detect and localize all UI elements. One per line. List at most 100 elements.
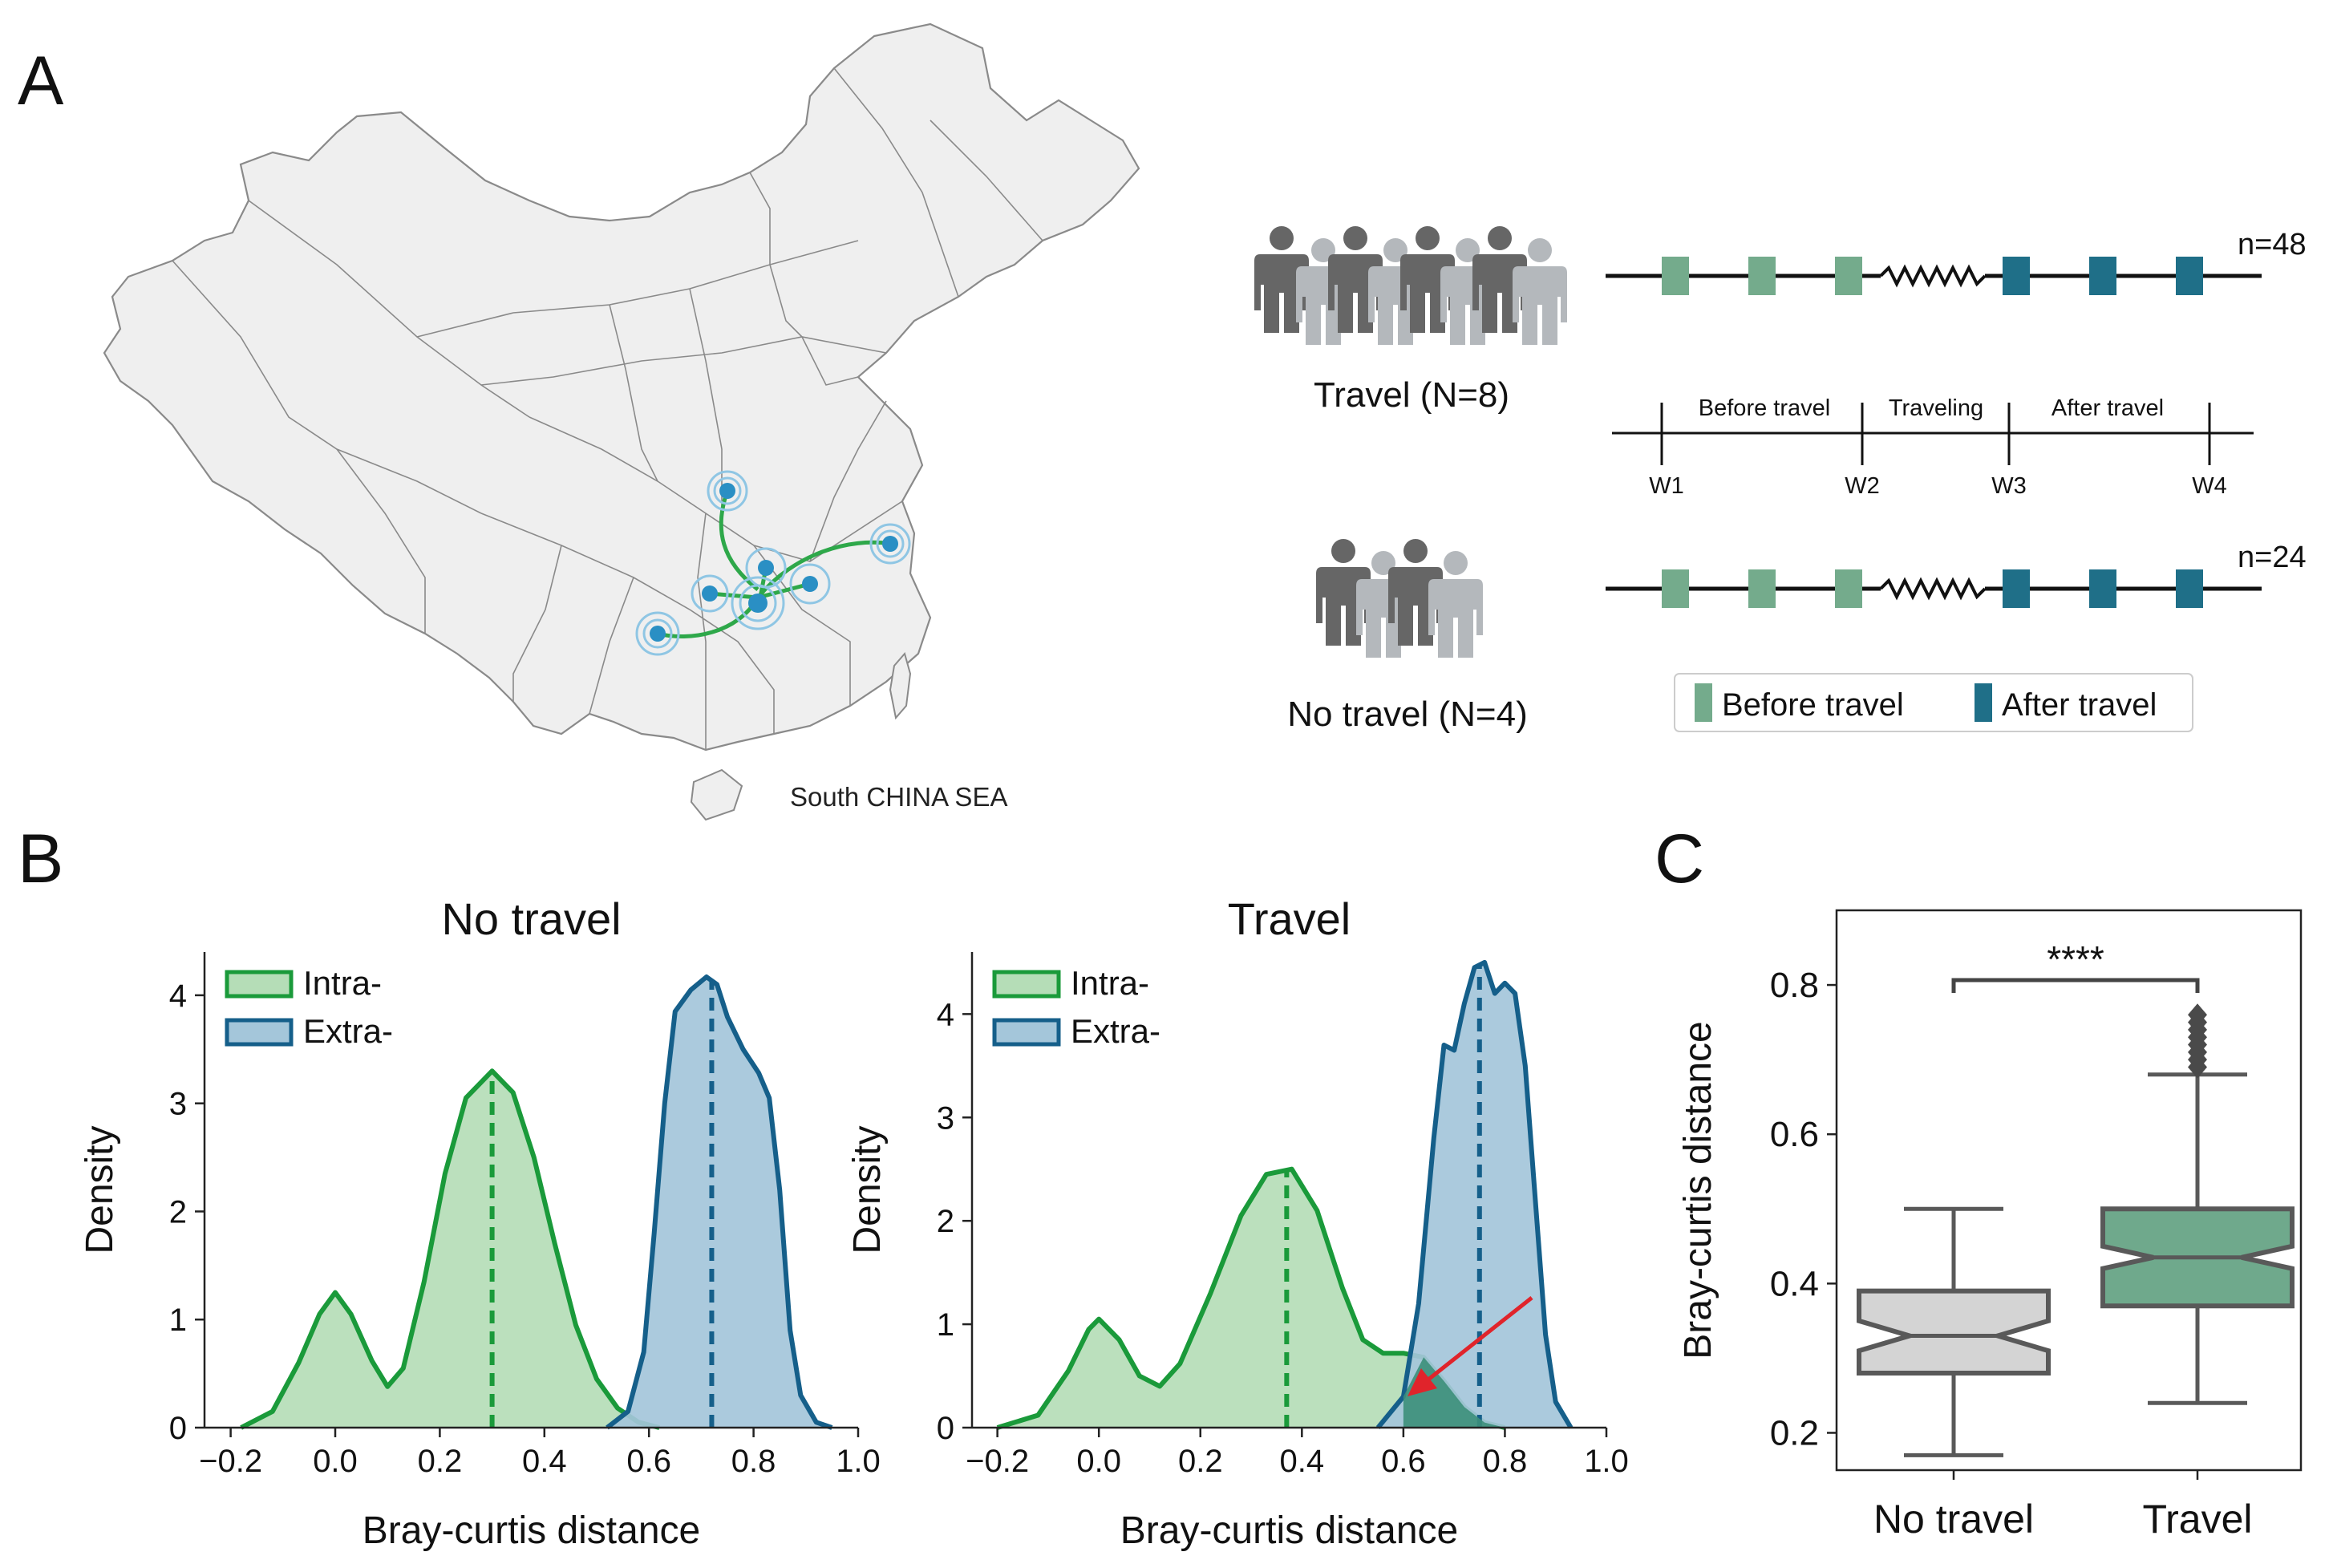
legend-label-extra: Extra- (1071, 1012, 1160, 1050)
overlap-area (1403, 1357, 1505, 1428)
sample-legend: Before travel After travel (1674, 673, 2193, 732)
plot-frame (1835, 909, 2303, 1472)
week-label: W1 (1649, 473, 1684, 499)
density-area-intra (997, 1169, 1505, 1428)
travel-sample-track (1606, 257, 2262, 295)
location-point (869, 523, 911, 565)
y-tick-label: 2 (169, 1194, 187, 1230)
phase-label: Before travel (1699, 395, 1830, 421)
y-tick-label: 0.8 (1770, 966, 1819, 1005)
sample-before (1748, 257, 1776, 295)
sample-before (1662, 569, 1689, 608)
y-tick-label: 3 (169, 1087, 187, 1122)
week-label: W3 (1991, 473, 2027, 499)
y-tick-label: 0 (937, 1411, 954, 1446)
y-tick-label: 0 (169, 1411, 187, 1446)
x-tick-label: 0.6 (626, 1444, 671, 1479)
y-tick-label: 0.6 (1770, 1115, 1819, 1154)
outlier-point (2188, 1003, 2207, 1027)
location-point (635, 611, 680, 656)
x-tick-label: No travel (1873, 1497, 2034, 1542)
overlap-arrowhead (1407, 1368, 1437, 1396)
sample-after (2089, 257, 2116, 295)
legend-label-extra: Extra- (303, 1012, 393, 1050)
legend-swatch-extra (225, 1018, 294, 1047)
travel-sample-count: n=48 (2238, 228, 2307, 261)
x-axis-title: Bray-curtis distance (363, 1509, 700, 1552)
phase-label: Traveling (1889, 395, 1983, 421)
y-axis-title: Density (79, 1125, 121, 1254)
location-point (731, 576, 785, 630)
density-line-extra (1375, 959, 1574, 1429)
sample-after (2176, 569, 2203, 608)
legend-swatch-extra (992, 1018, 1061, 1047)
legend-after-label: After travel (2002, 687, 2157, 723)
density-chart-no-travel: No travel −0.2 0.0 0.2 0.4 0.6 0.8 1.0 0 1 2 3 4 Bray… (79, 893, 881, 1552)
x-tick-label: 0.0 (1076, 1444, 1121, 1479)
week-label: W4 (2192, 473, 2227, 499)
week-timeline: Before travel Traveling After travel W1 … (1612, 395, 2254, 499)
x-tick-label: 1.0 (1584, 1444, 1629, 1479)
legend-label-intra: Intra- (1071, 964, 1149, 1002)
sample-before (1662, 257, 1689, 295)
y-tick-label: 2 (937, 1204, 954, 1239)
x-tick-label: 0.4 (522, 1444, 567, 1479)
y-tick-label: 1 (169, 1303, 187, 1338)
map-island-hainan (690, 768, 743, 821)
density-area-intra (241, 1071, 660, 1428)
overlap-arrow (1420, 1296, 1533, 1387)
map-landmass (103, 22, 1140, 752)
no-travel-sample-count: n=24 (2238, 541, 2307, 574)
legend-before-swatch (1695, 683, 1712, 722)
sample-after (2089, 569, 2116, 608)
x-tick-label: 0.6 (1381, 1444, 1426, 1479)
y-tick-label: 4 (937, 997, 954, 1032)
panel-label-c: C (1655, 820, 1704, 897)
sample-before (1748, 569, 1776, 608)
week-label: W2 (1845, 473, 1880, 499)
chart-title: No travel (441, 893, 621, 944)
phase-label: After travel (2052, 395, 2164, 421)
legend-swatch-intra (225, 970, 294, 999)
no-travel-cohort-icon (1316, 539, 1483, 658)
sample-after (2176, 257, 2203, 295)
x-axis-title: Bray-curtis distance (1120, 1509, 1458, 1552)
sea-label: South CHINA SEA (790, 782, 1007, 812)
x-tick-label: 0.2 (1178, 1444, 1223, 1479)
x-tick-label: 0.8 (1483, 1444, 1528, 1479)
x-tick-label: 0.2 (418, 1444, 463, 1479)
x-tick-label: 0.0 (313, 1444, 358, 1479)
legend-label-intra: Intra- (303, 964, 382, 1002)
china-map: South CHINA SEA (103, 22, 1140, 821)
sample-before (1835, 257, 1862, 295)
density-line-extra (606, 974, 833, 1430)
significance-label: **** (2047, 938, 2104, 980)
box-no-travel (1857, 1288, 2051, 1376)
map-island-taiwan (889, 651, 912, 720)
location-point (707, 470, 748, 512)
no-travel-cohort-label: No travel (N=4) (1287, 695, 1528, 734)
legend-after-swatch (1975, 683, 1992, 722)
travel-cohort-icon (1254, 226, 1567, 345)
location-point (789, 563, 831, 605)
x-tick-label: −0.2 (966, 1444, 1029, 1479)
travel-locations (635, 470, 911, 656)
y-tick-label: 0.4 (1770, 1264, 1819, 1303)
location-point (691, 574, 729, 613)
y-tick-label: 3 (937, 1100, 954, 1136)
x-tick-label: 1.0 (836, 1444, 881, 1479)
legend-swatch-intra (992, 970, 1061, 999)
panel-label-b: B (18, 820, 63, 897)
x-tick-label: 0.8 (731, 1444, 776, 1479)
x-tick-label: 0.4 (1280, 1444, 1325, 1479)
sample-before (1835, 569, 1862, 608)
y-tick-label: 4 (169, 978, 187, 1014)
travel-cohort-label: Travel (N=8) (1314, 375, 1509, 415)
sample-after (2003, 569, 2030, 608)
boxplot-chart: 0.2 0.4 0.6 0.8 Bray-curtis distance No trave… (1677, 909, 2303, 1542)
sample-after (2003, 257, 2030, 295)
y-tick-label: 0.2 (1770, 1413, 1819, 1453)
x-tick-label: −0.2 (199, 1444, 262, 1479)
significance-bracket (1951, 978, 2200, 993)
